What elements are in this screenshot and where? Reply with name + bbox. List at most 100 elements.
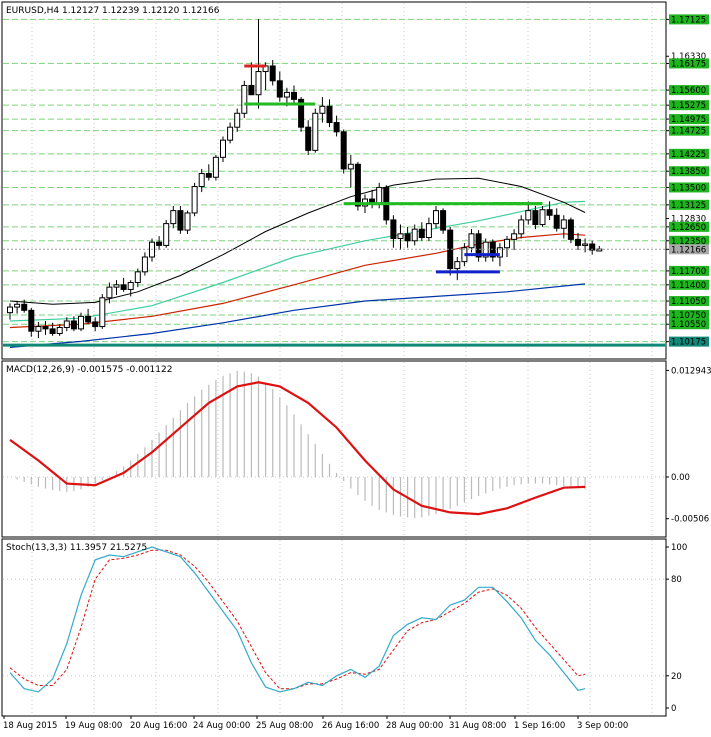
candle-body [589,243,596,251]
price-tick-label: 1.12166 [671,245,706,255]
candle-body [269,65,276,82]
candle-body [525,210,532,221]
price-level-lines [3,18,666,343]
time-tick-label: 20 Aug 16:00 [130,721,187,731]
candle-body [198,173,205,188]
price-level-tag [669,309,709,320]
candle-body [312,112,319,151]
price-level-tag [669,125,709,136]
candle-body [305,126,312,151]
price-tick-label: 1.10750 [671,311,706,321]
candle-body [354,163,361,207]
price-tick-label: 1.12830 [671,215,706,225]
price-tick-label: 1.11400 [671,281,706,291]
candle-body [134,271,141,284]
price-level-tag [669,114,709,125]
candle-body [220,139,226,158]
price-tick-label: 1.11050 [671,297,706,307]
candle-body [575,238,581,246]
candle-body [397,233,404,239]
candle-body [78,315,84,330]
candle-body [518,219,525,235]
candle-body [553,214,560,229]
macd-tick-label: -0.00506 [671,515,709,525]
macd-signal-line [9,381,586,516]
stoch-axis: 100 80 20 0 [666,543,687,714]
candle-body [255,71,262,96]
macd-panel-frame [1,360,667,538]
candle-body [496,247,503,258]
price-tick-label: 1.13125 [671,201,706,211]
candle-body [35,326,42,332]
time-tick-label: 18 Aug 2015 [3,721,57,731]
candle-body [21,303,28,311]
price-tick-label: 1.16330 [671,52,706,62]
price-level-tag [669,279,709,290]
price-level-tag [669,85,709,96]
candle-body [433,210,439,225]
candle-body [42,326,49,330]
stoch-lines [9,546,586,693]
stoch-tick-label: 100 [671,543,687,553]
price-panel-frame [1,1,667,360]
price-tick-label: 1.16175 [671,59,706,69]
time-tick-label: 1 Sep 16:00 [514,721,565,731]
candle-body [170,210,177,225]
candle-body [283,91,290,98]
candle-body [205,173,212,178]
time-tick-label: 25 Aug 08:00 [256,721,313,731]
price-level-tag [669,100,709,111]
ma-blue-line [9,283,586,348]
price-tick-label: 1.10550 [671,320,706,330]
stoch-tick-label: 0 [671,704,676,714]
candle-body [404,233,411,242]
price-tick-label: 1.13850 [671,167,706,177]
price-tick-label: 1.14225 [671,150,706,160]
candle-body [276,80,283,98]
candle-body [49,328,56,335]
macd-signal-path [9,381,586,516]
macd-grid [3,362,666,536]
candle-body [468,233,475,249]
candle-body [567,219,574,240]
candle-body [532,210,539,226]
price-level-tag [669,182,709,193]
candle-body [99,297,106,328]
ma-red-line [9,233,586,329]
candle-body [298,98,305,128]
candle-body [177,210,184,231]
candle-body [70,320,77,330]
candle-body [340,131,347,170]
stoch-main-line [9,546,586,693]
price-tick-label: 1.15275 [671,101,706,111]
candle-body [28,309,35,332]
price-level-tag [669,58,709,69]
candles [7,19,603,339]
price-tick-label: 1.14975 [671,115,706,125]
candle-body [454,261,461,270]
candle-body [63,320,70,328]
macd-panel[interactable]: 0.012943 0.00 -0.00506 MACD(12,26,9) -0.00… [1,360,711,538]
stoch-panel[interactable]: 100 80 20 0 Stoch(13,3,3) 11.3957 21.5275 [1,538,687,717]
candle-body [56,326,63,334]
candle-body [347,163,354,170]
stoch-signal-line [9,549,586,690]
candle-body [291,91,297,100]
candle-body [92,321,99,328]
candle-body [85,315,92,323]
candle-body [120,284,127,290]
price-tick-label: 1.11700 [671,267,706,277]
price-level-tag [669,265,709,276]
candle-body [319,105,326,114]
candle-body [333,122,340,133]
candle-body [376,186,383,205]
price-level-tag [669,319,709,330]
price-level-tag [669,336,709,347]
stoch-header: Stoch(13,3,3) 11.3957 21.5275 [6,543,147,553]
macd-axis: 0.012943 0.00 -0.00506 [666,366,711,525]
